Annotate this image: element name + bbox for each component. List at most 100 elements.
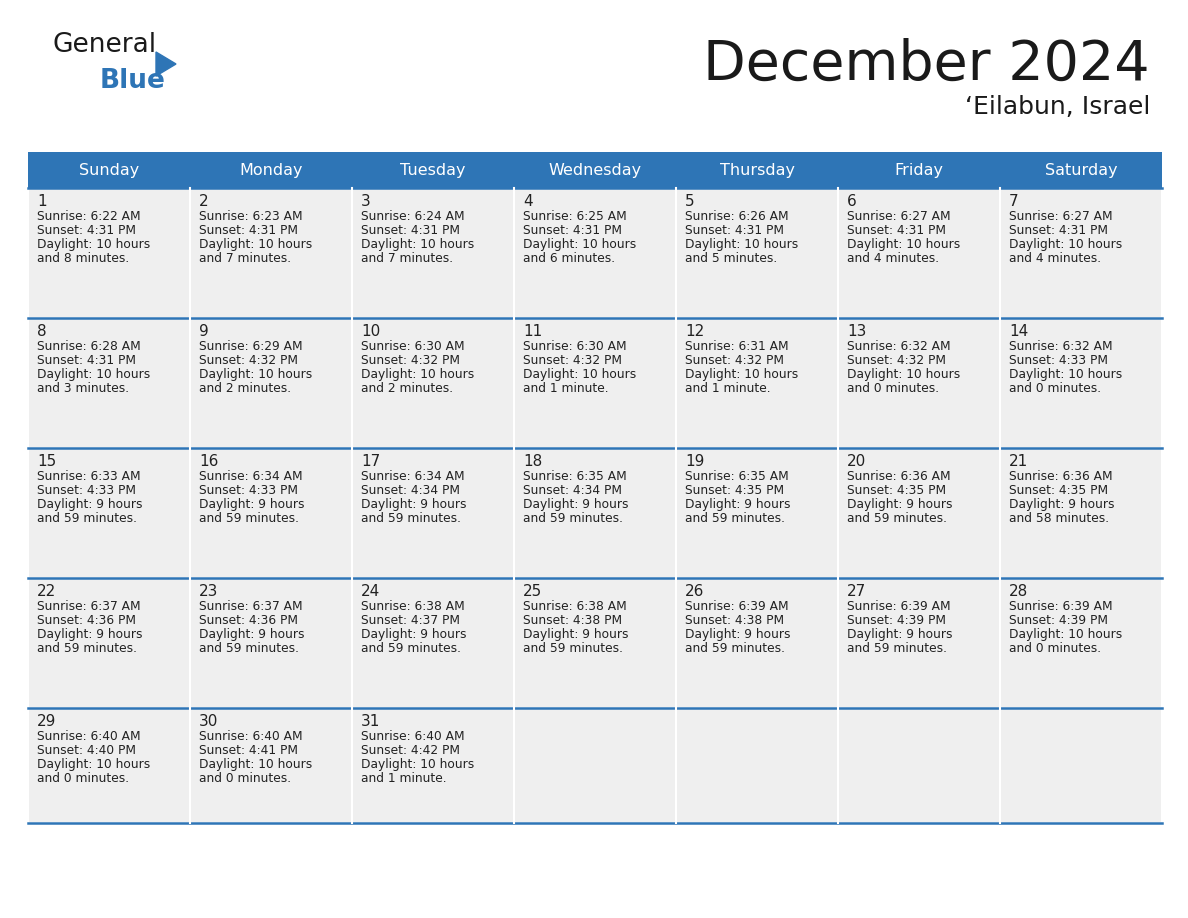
Text: Daylight: 10 hours: Daylight: 10 hours bbox=[361, 368, 474, 381]
Text: Daylight: 10 hours: Daylight: 10 hours bbox=[685, 368, 798, 381]
Text: 27: 27 bbox=[847, 584, 866, 599]
Text: Daylight: 9 hours: Daylight: 9 hours bbox=[523, 498, 628, 511]
Bar bbox=[29, 152, 1162, 188]
Text: 28: 28 bbox=[1009, 584, 1029, 599]
Text: Sunrise: 6:28 AM: Sunrise: 6:28 AM bbox=[37, 340, 140, 353]
Text: Monday: Monday bbox=[239, 162, 303, 177]
Text: Sunrise: 6:32 AM: Sunrise: 6:32 AM bbox=[1009, 340, 1113, 353]
Text: Sunrise: 6:37 AM: Sunrise: 6:37 AM bbox=[200, 600, 303, 613]
Text: 29: 29 bbox=[37, 714, 56, 729]
Polygon shape bbox=[156, 52, 176, 76]
Text: 6: 6 bbox=[847, 194, 857, 209]
Text: Sunrise: 6:40 AM: Sunrise: 6:40 AM bbox=[200, 730, 303, 743]
Bar bbox=[838, 708, 1000, 823]
Text: Sunset: 4:38 PM: Sunset: 4:38 PM bbox=[523, 614, 623, 627]
Text: and 4 minutes.: and 4 minutes. bbox=[847, 252, 940, 265]
Text: 11: 11 bbox=[523, 324, 542, 339]
Text: Daylight: 9 hours: Daylight: 9 hours bbox=[847, 628, 953, 641]
Bar bbox=[676, 578, 838, 708]
Text: ‘Eilabun, Israel: ‘Eilabun, Israel bbox=[965, 95, 1150, 119]
Text: Daylight: 10 hours: Daylight: 10 hours bbox=[1009, 368, 1123, 381]
Text: Sunset: 4:31 PM: Sunset: 4:31 PM bbox=[37, 354, 135, 367]
Text: Sunrise: 6:29 AM: Sunrise: 6:29 AM bbox=[200, 340, 303, 353]
Bar bbox=[29, 448, 190, 578]
Bar bbox=[352, 708, 514, 823]
Bar bbox=[190, 448, 352, 578]
Text: 15: 15 bbox=[37, 454, 56, 469]
Text: Sunset: 4:41 PM: Sunset: 4:41 PM bbox=[200, 744, 298, 757]
Text: Sunrise: 6:40 AM: Sunrise: 6:40 AM bbox=[361, 730, 465, 743]
Text: Saturday: Saturday bbox=[1044, 162, 1117, 177]
Text: Sunset: 4:31 PM: Sunset: 4:31 PM bbox=[523, 224, 623, 237]
Text: and 59 minutes.: and 59 minutes. bbox=[523, 512, 623, 525]
Text: Sunset: 4:34 PM: Sunset: 4:34 PM bbox=[523, 484, 623, 497]
Text: Daylight: 10 hours: Daylight: 10 hours bbox=[523, 368, 637, 381]
Text: and 59 minutes.: and 59 minutes. bbox=[37, 642, 137, 655]
Text: and 0 minutes.: and 0 minutes. bbox=[37, 772, 129, 785]
Bar bbox=[1000, 578, 1162, 708]
Bar bbox=[514, 188, 676, 318]
Text: Sunset: 4:31 PM: Sunset: 4:31 PM bbox=[200, 224, 298, 237]
Text: Sunrise: 6:37 AM: Sunrise: 6:37 AM bbox=[37, 600, 140, 613]
Text: and 2 minutes.: and 2 minutes. bbox=[200, 382, 291, 395]
Text: Sunset: 4:39 PM: Sunset: 4:39 PM bbox=[1009, 614, 1108, 627]
Text: Sunset: 4:35 PM: Sunset: 4:35 PM bbox=[847, 484, 946, 497]
Text: and 59 minutes.: and 59 minutes. bbox=[685, 512, 785, 525]
Bar bbox=[514, 318, 676, 448]
Text: Sunrise: 6:40 AM: Sunrise: 6:40 AM bbox=[37, 730, 140, 743]
Text: 21: 21 bbox=[1009, 454, 1029, 469]
Text: Tuesday: Tuesday bbox=[400, 162, 466, 177]
Text: 12: 12 bbox=[685, 324, 704, 339]
Text: 26: 26 bbox=[685, 584, 704, 599]
Text: Daylight: 9 hours: Daylight: 9 hours bbox=[1009, 498, 1114, 511]
Text: and 0 minutes.: and 0 minutes. bbox=[847, 382, 940, 395]
Text: Daylight: 10 hours: Daylight: 10 hours bbox=[847, 238, 960, 251]
Text: Sunrise: 6:38 AM: Sunrise: 6:38 AM bbox=[523, 600, 627, 613]
Text: Sunset: 4:33 PM: Sunset: 4:33 PM bbox=[200, 484, 298, 497]
Text: 16: 16 bbox=[200, 454, 219, 469]
Bar bbox=[838, 318, 1000, 448]
Text: Sunrise: 6:39 AM: Sunrise: 6:39 AM bbox=[1009, 600, 1113, 613]
Text: Sunset: 4:36 PM: Sunset: 4:36 PM bbox=[37, 614, 135, 627]
Text: Sunset: 4:32 PM: Sunset: 4:32 PM bbox=[847, 354, 946, 367]
Bar bbox=[514, 448, 676, 578]
Text: and 0 minutes.: and 0 minutes. bbox=[200, 772, 291, 785]
Text: Sunrise: 6:30 AM: Sunrise: 6:30 AM bbox=[361, 340, 465, 353]
Bar bbox=[190, 578, 352, 708]
Bar bbox=[352, 578, 514, 708]
Bar bbox=[838, 578, 1000, 708]
Text: Daylight: 10 hours: Daylight: 10 hours bbox=[37, 758, 150, 771]
Text: Sunset: 4:39 PM: Sunset: 4:39 PM bbox=[847, 614, 946, 627]
Text: Sunrise: 6:36 AM: Sunrise: 6:36 AM bbox=[847, 470, 950, 483]
Text: Daylight: 9 hours: Daylight: 9 hours bbox=[200, 498, 304, 511]
Text: and 1 minute.: and 1 minute. bbox=[523, 382, 608, 395]
Bar bbox=[190, 318, 352, 448]
Text: Sunrise: 6:22 AM: Sunrise: 6:22 AM bbox=[37, 210, 140, 223]
Text: and 59 minutes.: and 59 minutes. bbox=[361, 642, 461, 655]
Text: 25: 25 bbox=[523, 584, 542, 599]
Text: Sunset: 4:40 PM: Sunset: 4:40 PM bbox=[37, 744, 135, 757]
Text: Sunset: 4:31 PM: Sunset: 4:31 PM bbox=[37, 224, 135, 237]
Bar bbox=[1000, 448, 1162, 578]
Bar bbox=[676, 188, 838, 318]
Text: 2: 2 bbox=[200, 194, 209, 209]
Text: Sunset: 4:31 PM: Sunset: 4:31 PM bbox=[361, 224, 460, 237]
Text: and 0 minutes.: and 0 minutes. bbox=[1009, 382, 1101, 395]
Bar bbox=[676, 318, 838, 448]
Text: and 7 minutes.: and 7 minutes. bbox=[200, 252, 291, 265]
Text: Daylight: 10 hours: Daylight: 10 hours bbox=[37, 368, 150, 381]
Text: Blue: Blue bbox=[100, 68, 166, 94]
Text: Daylight: 10 hours: Daylight: 10 hours bbox=[685, 238, 798, 251]
Text: Daylight: 10 hours: Daylight: 10 hours bbox=[200, 368, 312, 381]
Text: Sunrise: 6:34 AM: Sunrise: 6:34 AM bbox=[200, 470, 303, 483]
Bar bbox=[514, 578, 676, 708]
Text: Sunrise: 6:31 AM: Sunrise: 6:31 AM bbox=[685, 340, 789, 353]
Text: Sunset: 4:36 PM: Sunset: 4:36 PM bbox=[200, 614, 298, 627]
Text: Sunset: 4:31 PM: Sunset: 4:31 PM bbox=[1009, 224, 1108, 237]
Text: 23: 23 bbox=[200, 584, 219, 599]
Bar bbox=[514, 708, 676, 823]
Text: and 0 minutes.: and 0 minutes. bbox=[1009, 642, 1101, 655]
Text: Daylight: 9 hours: Daylight: 9 hours bbox=[847, 498, 953, 511]
Text: and 5 minutes.: and 5 minutes. bbox=[685, 252, 777, 265]
Text: and 59 minutes.: and 59 minutes. bbox=[361, 512, 461, 525]
